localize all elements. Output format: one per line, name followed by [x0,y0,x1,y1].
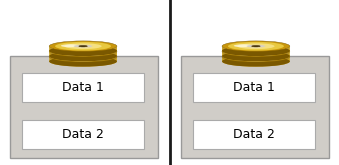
Polygon shape [49,57,117,67]
Ellipse shape [55,42,111,50]
Ellipse shape [234,55,252,58]
Ellipse shape [55,52,111,61]
Ellipse shape [64,43,102,49]
Ellipse shape [55,47,111,56]
Ellipse shape [247,50,265,53]
Polygon shape [222,51,290,61]
Ellipse shape [222,51,290,62]
Ellipse shape [234,50,252,52]
Ellipse shape [222,51,290,61]
Ellipse shape [79,56,87,57]
Text: Data 1: Data 1 [62,81,104,94]
Bar [22,73,144,102]
Polygon shape [57,54,109,61]
Polygon shape [57,49,109,56]
Ellipse shape [222,41,290,51]
Ellipse shape [228,47,284,56]
Ellipse shape [61,55,79,58]
Ellipse shape [222,46,290,56]
Ellipse shape [79,46,87,47]
FancyBboxPatch shape [181,56,329,158]
Ellipse shape [222,56,290,67]
Polygon shape [49,51,117,61]
Text: Data 1: Data 1 [233,81,275,94]
Polygon shape [222,46,290,56]
Ellipse shape [49,56,117,67]
Ellipse shape [237,49,275,54]
Polygon shape [57,59,109,67]
Bar [193,73,315,102]
Ellipse shape [74,45,92,48]
Polygon shape [230,59,282,67]
Ellipse shape [49,46,117,56]
Polygon shape [222,57,290,67]
Ellipse shape [49,41,117,51]
Bar [193,120,315,148]
Ellipse shape [222,46,290,57]
Ellipse shape [234,44,252,47]
Ellipse shape [49,51,117,62]
Ellipse shape [247,45,265,48]
Ellipse shape [74,50,92,53]
Polygon shape [230,54,282,61]
Ellipse shape [228,42,284,50]
Text: Data 2: Data 2 [233,128,275,141]
Ellipse shape [252,56,260,57]
Ellipse shape [252,51,260,52]
Bar [22,120,144,148]
Ellipse shape [79,51,87,52]
Text: Data 2: Data 2 [62,128,104,141]
Polygon shape [230,49,282,56]
Ellipse shape [252,46,260,47]
Ellipse shape [237,43,275,49]
Ellipse shape [64,54,102,60]
Ellipse shape [228,52,284,61]
Ellipse shape [49,51,117,61]
FancyBboxPatch shape [10,56,158,158]
Ellipse shape [64,49,102,54]
Ellipse shape [61,44,79,47]
Ellipse shape [74,55,92,58]
Ellipse shape [49,46,117,57]
Ellipse shape [61,50,79,52]
Ellipse shape [247,55,265,58]
Polygon shape [49,46,117,56]
Ellipse shape [237,54,275,60]
